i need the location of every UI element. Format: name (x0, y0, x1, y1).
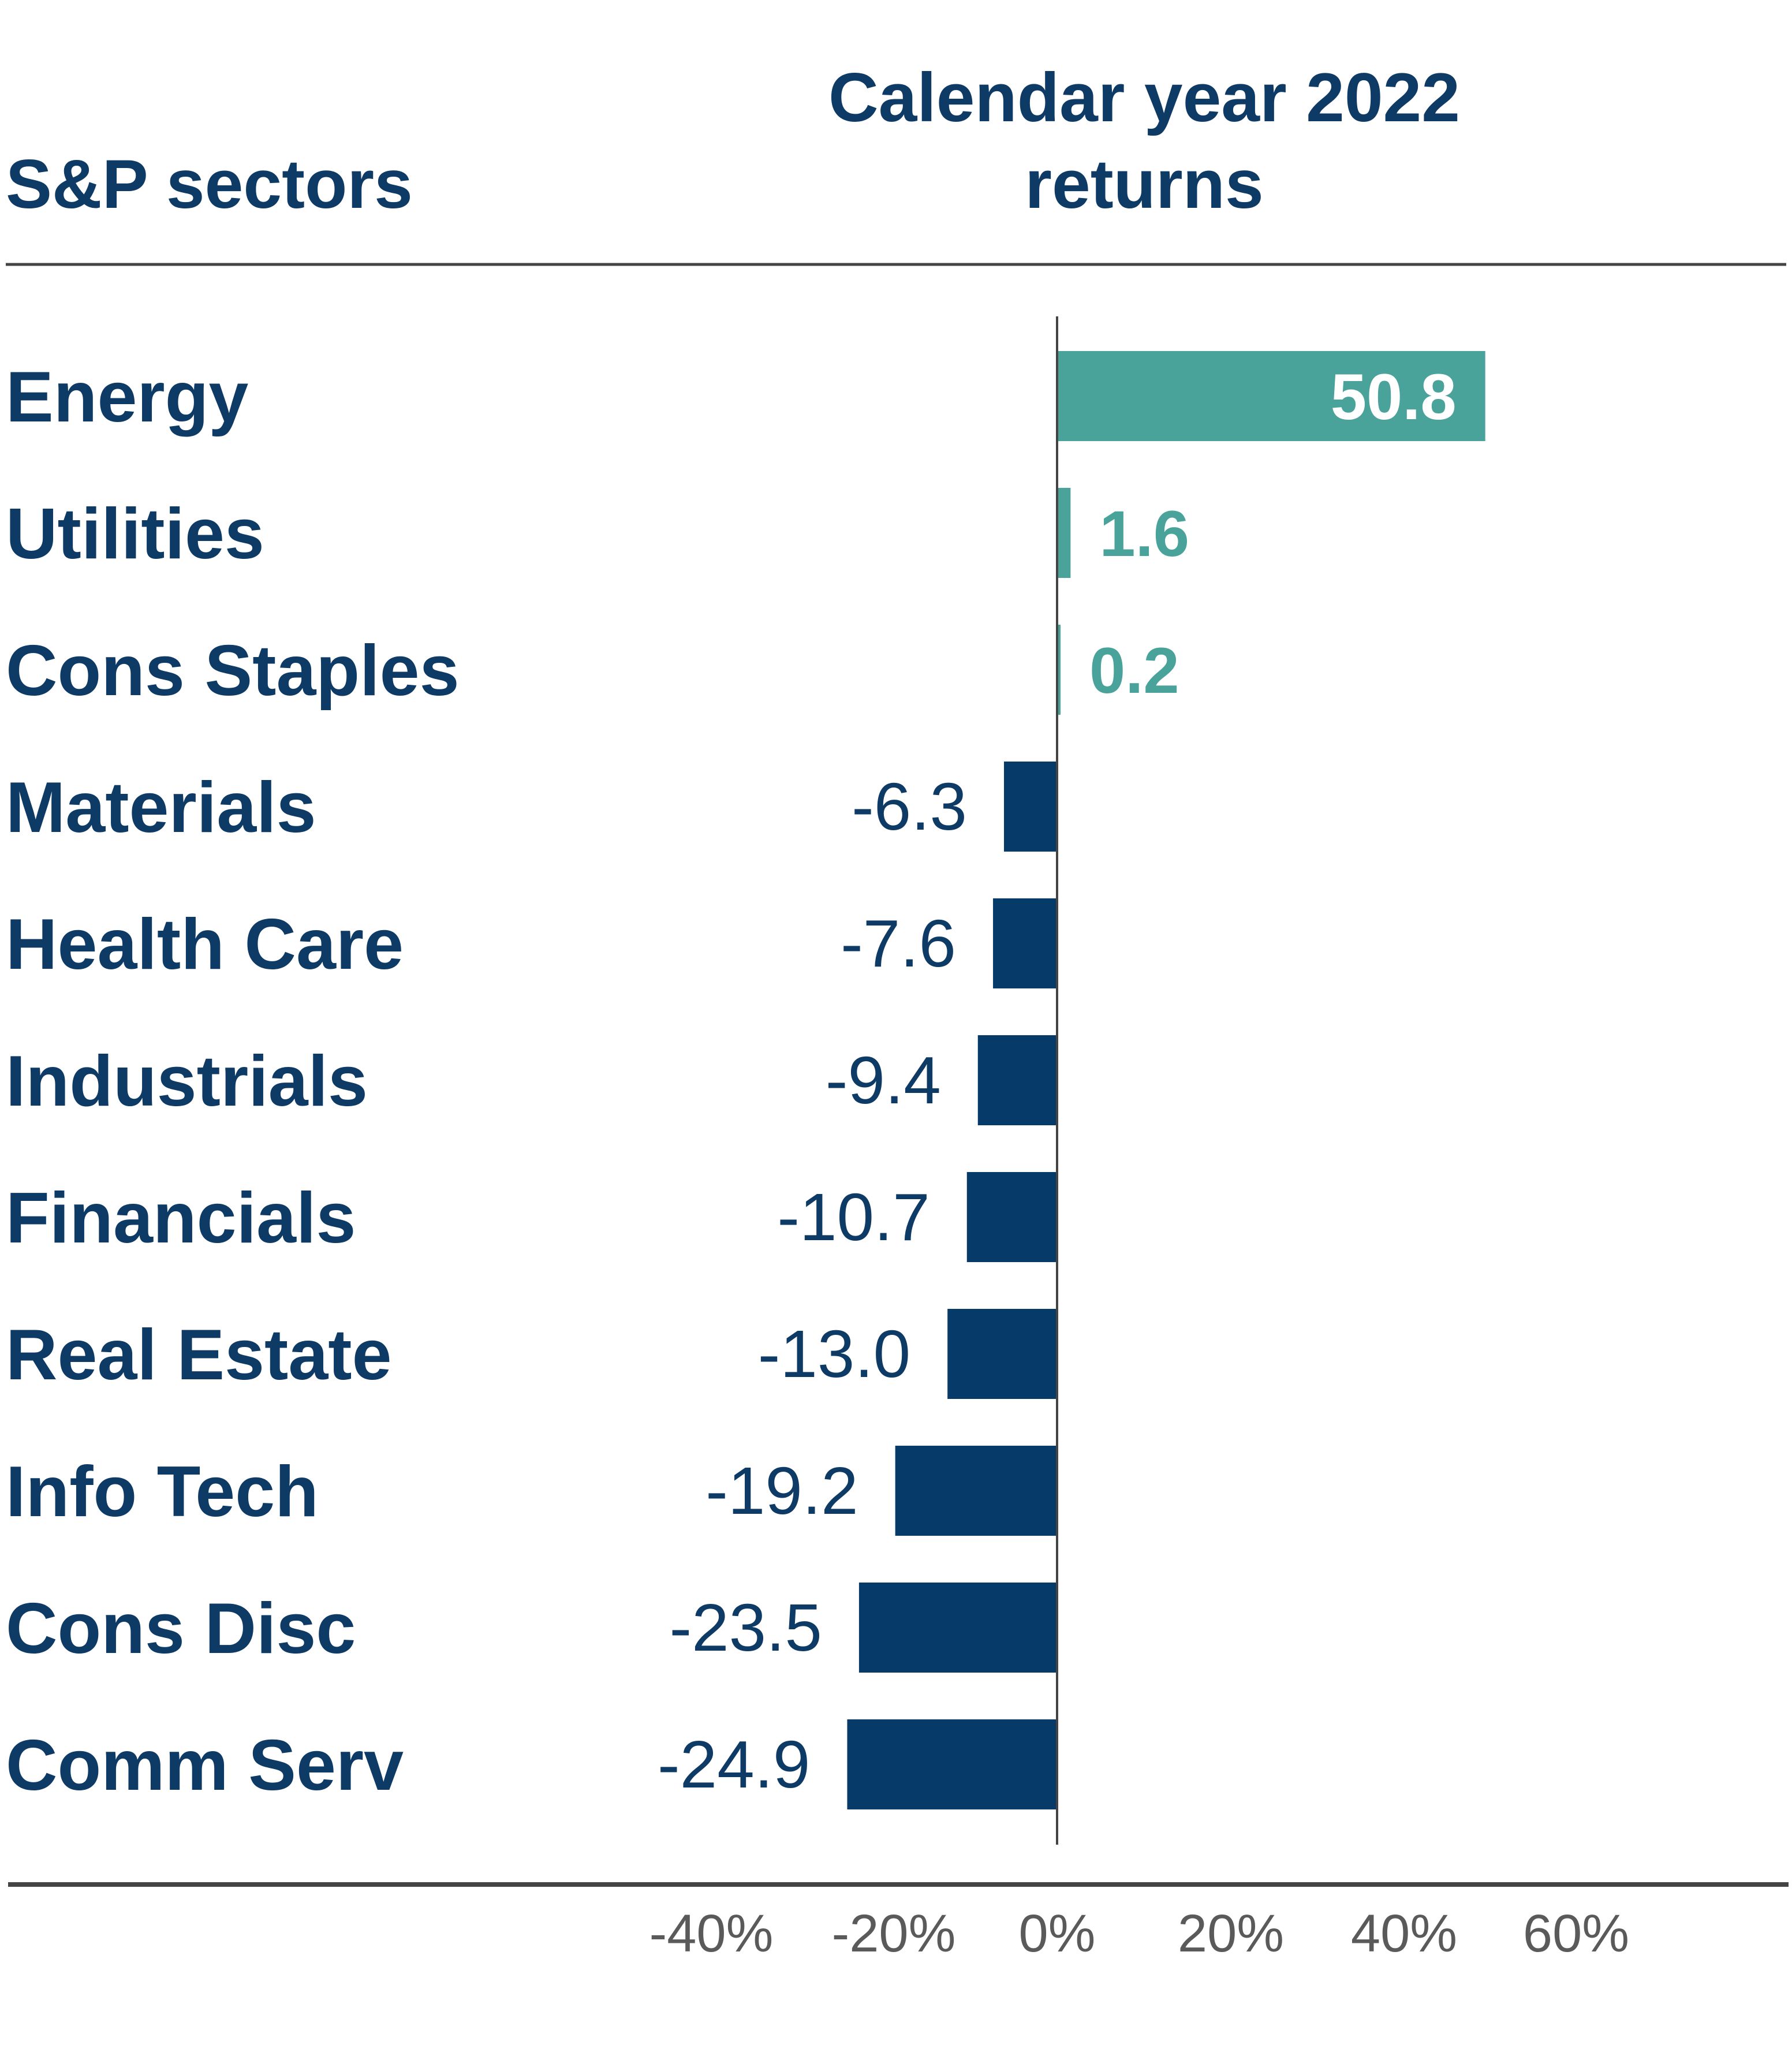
value-label-financials: -10.7 (777, 1180, 929, 1255)
category-label-real-estate: Real Estate (6, 1315, 392, 1395)
category-label-cons-disc: Cons Disc (6, 1589, 356, 1669)
value-label-real-estate: -13.0 (758, 1316, 910, 1391)
bar-materials (1004, 762, 1057, 852)
value-label-cons-disc: -23.5 (669, 1590, 822, 1665)
bars-layer (847, 351, 1485, 1809)
bar-financials (966, 1172, 1057, 1262)
bar-energy (1057, 351, 1485, 441)
x-tick-label: 60% (1523, 1904, 1629, 1963)
bar-real-estate (947, 1309, 1057, 1399)
category-label-comm-serv: Comm Serv (6, 1726, 404, 1805)
x-tick-label: -40% (649, 1904, 774, 1963)
category-label-energy: Energy (6, 357, 248, 437)
value-label-info-tech: -19.2 (705, 1453, 858, 1528)
category-label-utilities: Utilities (6, 494, 264, 574)
column-header-sectors: S&P sectors (6, 145, 413, 223)
bar-industrials (977, 1035, 1057, 1125)
bar-utilities (1057, 488, 1071, 578)
x-tick-label: 0% (1019, 1904, 1096, 1963)
value-label-industrials: -9.4 (826, 1043, 941, 1118)
x-tick-label: 20% (1178, 1904, 1284, 1963)
bar-health-care (993, 898, 1057, 988)
value-label-materials: -6.3 (852, 769, 967, 844)
category-label-financials: Financials (6, 1178, 356, 1258)
value-label-utilities: 1.6 (1099, 498, 1189, 570)
chart-title-line-1: Calendar year 2022 (828, 59, 1460, 136)
labels-layer: Energy 50.8 Utilities 1.6 Cons Staples 0.2 Mat… (6, 357, 1457, 1805)
bar-comm-serv (847, 1719, 1057, 1809)
category-label-industrials: Industrials (6, 1042, 368, 1121)
value-label-health-care: -7.6 (841, 906, 956, 981)
bar-cons-disc (858, 1583, 1057, 1673)
category-label-health-care: Health Care (6, 905, 404, 984)
bar-info-tech (895, 1446, 1057, 1536)
value-label-comm-serv: -24.9 (658, 1727, 810, 1802)
category-label-cons-staples: Cons Staples (6, 631, 460, 711)
category-label-info-tech: Info Tech (6, 1452, 319, 1532)
x-tick-label: -20% (832, 1904, 956, 1963)
x-axis-ticks: -40% -20% 0% 20% 40% 60% (649, 1904, 1629, 1963)
category-label-materials: Materials (6, 768, 316, 848)
chart-title-line-2: returns (1025, 145, 1263, 223)
value-label-energy: 50.8 (1331, 361, 1457, 433)
x-tick-label: 40% (1351, 1904, 1457, 1963)
bar-cons-staples (1057, 625, 1061, 715)
value-label-cons-staples: 0.2 (1089, 635, 1179, 707)
